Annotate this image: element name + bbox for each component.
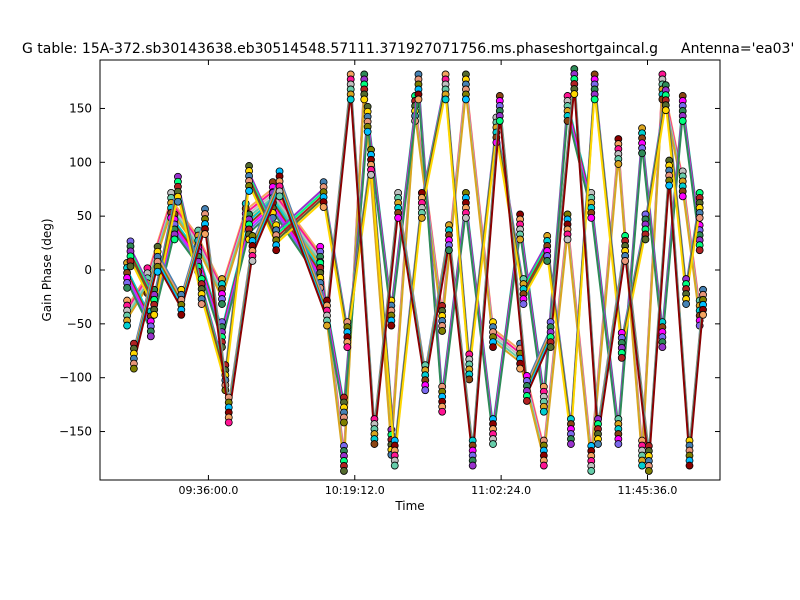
data-point — [644, 467, 653, 475]
series-line — [129, 92, 701, 460]
data-point — [248, 257, 257, 265]
y-tick-label: 150 — [69, 101, 92, 115]
data-point — [658, 343, 667, 352]
data-point — [201, 230, 209, 238]
data-point — [445, 246, 453, 255]
data-point — [614, 160, 623, 168]
data-point — [617, 353, 626, 362]
data-point — [462, 213, 470, 222]
data-point — [363, 127, 372, 136]
y-tick-label: −100 — [59, 371, 92, 385]
data-point — [421, 386, 430, 395]
data-point — [394, 213, 403, 222]
data-point — [245, 187, 253, 195]
data-point — [197, 300, 206, 308]
data-point — [567, 440, 575, 448]
data-point — [390, 461, 399, 470]
data-point — [695, 246, 704, 255]
x-tick-label: 11:45:36.0 — [618, 484, 678, 497]
data-point — [590, 95, 599, 104]
data-point — [319, 203, 328, 212]
data-point — [522, 397, 531, 405]
chart-title: G table: 15A-372.sb30143638.eb30514548.5… — [22, 41, 658, 57]
y-tick-label: −150 — [59, 425, 92, 439]
data-point — [465, 375, 474, 384]
data-point — [174, 197, 182, 206]
data-point — [614, 440, 623, 448]
data-point — [150, 310, 159, 319]
data-point — [489, 343, 497, 352]
data-point — [570, 90, 579, 98]
data-point — [170, 235, 179, 244]
data-point — [594, 440, 602, 448]
data-point — [539, 407, 548, 416]
x-axis: 09:36:00.0 10:19:12.0 11:02:24.0 11:45:36.0 — [178, 60, 677, 497]
data-point — [539, 461, 548, 470]
data-point — [638, 149, 646, 158]
data-point — [665, 181, 674, 190]
data-series — [123, 65, 707, 475]
data-point — [621, 257, 630, 265]
data-point — [129, 364, 138, 373]
antenna-label: Antenna='ea03' — [681, 41, 794, 57]
data-point — [224, 418, 233, 427]
data-point — [370, 440, 379, 448]
data-point — [123, 283, 132, 292]
data-point — [587, 213, 596, 222]
data-point — [695, 213, 704, 222]
data-point — [272, 246, 281, 255]
data-point — [462, 95, 470, 104]
data-point — [153, 267, 162, 276]
data-point — [587, 467, 596, 475]
data-point — [340, 418, 348, 427]
x-tick-label: 11:02:24.0 — [471, 484, 531, 497]
data-point — [489, 440, 497, 448]
y-axis-label: Gain Phase (deg) — [40, 218, 54, 321]
data-point — [641, 235, 650, 244]
data-point — [367, 170, 375, 179]
data-point — [441, 95, 450, 104]
y-tick-label: 0 — [84, 263, 92, 277]
data-point — [346, 95, 355, 104]
data-point — [275, 192, 284, 201]
x-axis-label: Time — [394, 499, 424, 513]
y-tick-label: −50 — [67, 317, 92, 331]
data-point — [126, 262, 135, 271]
data-point — [682, 300, 691, 308]
data-point — [414, 95, 423, 104]
data-point — [638, 461, 646, 470]
data-point — [678, 192, 687, 201]
y-axis: −150 −100 −50 0 50 100 150 — [59, 101, 720, 439]
data-point — [323, 321, 331, 330]
data-point — [340, 467, 348, 475]
series-line — [132, 87, 705, 465]
data-point — [678, 117, 687, 125]
data-point — [123, 321, 132, 330]
y-tick-label: 50 — [77, 209, 92, 223]
data-point — [468, 461, 477, 470]
data-point — [218, 300, 226, 308]
data-point — [146, 332, 155, 341]
data-point — [343, 343, 352, 352]
data-point — [563, 235, 572, 244]
data-point — [438, 407, 447, 416]
data-point — [685, 461, 694, 470]
data-point — [177, 310, 186, 319]
data-point — [516, 235, 525, 244]
data-point — [417, 213, 426, 222]
data-point — [519, 300, 528, 308]
data-point — [546, 343, 555, 352]
data-point — [495, 117, 504, 125]
data-point — [387, 321, 396, 330]
x-tick-label: 10:19:12.0 — [325, 484, 385, 497]
data-point — [438, 327, 447, 335]
data-point — [360, 95, 369, 104]
data-point — [699, 310, 707, 319]
data-point — [543, 257, 552, 265]
y-tick-label: 100 — [69, 155, 92, 169]
data-point — [661, 106, 670, 115]
data-point — [516, 364, 525, 373]
x-tick-label: 09:36:00.0 — [178, 484, 238, 497]
